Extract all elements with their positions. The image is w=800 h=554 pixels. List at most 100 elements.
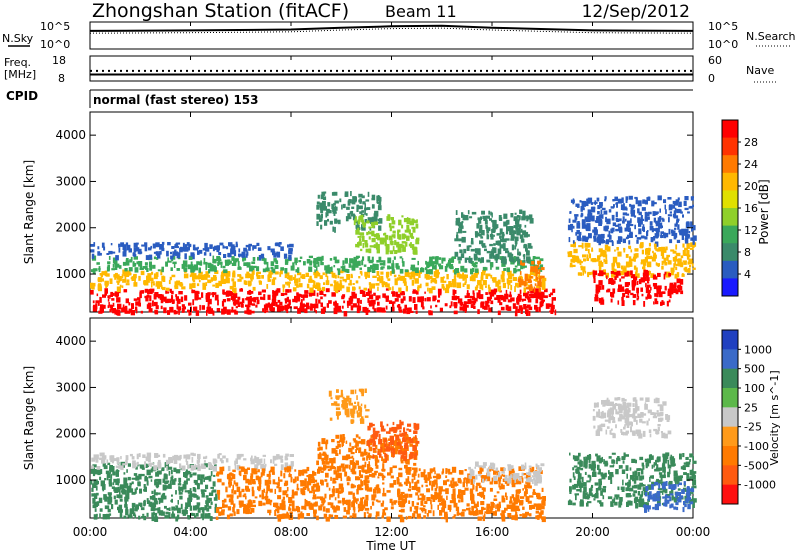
power-cell <box>114 310 118 315</box>
power-cell <box>532 256 536 259</box>
power-cell <box>237 274 242 277</box>
velocity-cell <box>406 428 409 431</box>
power-cell <box>388 300 393 304</box>
velocity-cell <box>607 476 613 480</box>
velocity-cell <box>576 489 581 492</box>
power-cell <box>118 276 122 282</box>
power-cell <box>598 280 603 286</box>
power-cell <box>587 213 592 218</box>
velocity-cell <box>360 497 363 503</box>
velocity-cell <box>381 475 386 478</box>
velocity-cell <box>596 456 600 462</box>
velocity-cell <box>513 475 517 480</box>
power-cell <box>103 246 106 251</box>
power-cell <box>673 215 679 219</box>
power-cell <box>616 247 619 251</box>
velocity-cell <box>387 472 391 476</box>
velocity-cell <box>396 443 401 450</box>
velocity-cell <box>136 453 139 460</box>
velocity-cell <box>118 509 123 513</box>
power-cell <box>133 256 138 260</box>
power-cell <box>392 286 394 291</box>
velocity-cell <box>301 490 306 496</box>
power-cell <box>676 258 680 262</box>
velocity-cell <box>299 513 305 519</box>
power-cell <box>327 202 331 207</box>
colorbar-swatch <box>722 155 738 174</box>
power-cell <box>408 272 413 275</box>
velocity-cell <box>177 507 181 514</box>
velocity-cell <box>92 464 97 468</box>
power-cell <box>490 264 492 270</box>
velocity-cell <box>525 511 529 516</box>
power-cell <box>520 264 524 270</box>
velocity-cell <box>421 508 424 513</box>
power-cell <box>492 255 496 259</box>
velocity-cell <box>360 474 364 479</box>
power-cell <box>176 298 181 304</box>
power-cell <box>615 224 620 227</box>
velocity-cell <box>286 511 289 517</box>
power-cell <box>581 242 584 249</box>
velocity-cell <box>492 463 496 467</box>
power-cell <box>247 304 250 310</box>
power-cell <box>519 271 522 275</box>
velocity-cell <box>397 500 403 504</box>
velocity-cell <box>649 454 652 461</box>
velocity-cell <box>673 470 678 477</box>
station-title: Zhongshan Station (fitACF) <box>92 0 349 22</box>
power-cell <box>363 264 367 267</box>
velocity-cell <box>304 485 309 489</box>
power-cell <box>301 274 306 279</box>
power-cell <box>163 296 167 302</box>
velocity-cell <box>478 473 482 477</box>
power-cell <box>491 228 496 233</box>
velocity-cell <box>124 496 129 502</box>
power-cell <box>269 270 274 275</box>
power-cell <box>491 220 494 223</box>
power-cell <box>320 296 323 300</box>
power-cell <box>608 235 612 240</box>
power-cell <box>333 202 336 206</box>
power-cell <box>440 276 444 283</box>
colorbar-tick-label: 16 <box>744 202 758 215</box>
power-cell <box>404 269 409 273</box>
power-cell <box>538 269 541 274</box>
power-cell <box>227 291 232 297</box>
velocity-cell <box>682 465 686 470</box>
power-cell <box>229 285 234 290</box>
velocity-cell <box>342 515 347 519</box>
power-cell <box>211 265 215 272</box>
power-cell <box>229 260 232 264</box>
power-cell <box>233 299 237 303</box>
power-cell <box>640 215 643 221</box>
velocity-cell <box>192 487 196 492</box>
velocity-cell <box>335 411 340 416</box>
power-cell <box>439 293 442 296</box>
power-cell <box>459 249 463 254</box>
power-cell <box>93 282 96 287</box>
velocity-cell <box>541 487 544 492</box>
velocity-cell <box>268 484 270 488</box>
velocity-cell <box>352 514 355 518</box>
power-cell <box>149 277 154 282</box>
velocity-cell <box>300 488 305 493</box>
velocity-cell <box>120 506 122 512</box>
velocity-cell <box>475 485 478 492</box>
velocity-cell <box>423 505 426 508</box>
velocity-cell <box>131 456 135 460</box>
velocity-cell <box>500 467 505 472</box>
power-cell <box>161 241 165 245</box>
velocity-cell <box>167 461 171 465</box>
velocity-cell <box>129 485 132 492</box>
velocity-cell <box>457 506 460 512</box>
velocity-cell <box>179 492 183 495</box>
power-cell <box>482 306 485 310</box>
power-cell <box>286 277 289 280</box>
power-cell <box>476 232 480 237</box>
velocity-cell <box>119 512 123 519</box>
power-cell <box>661 265 664 270</box>
power-cell <box>612 288 616 294</box>
power-cell <box>129 259 132 263</box>
power-cell <box>661 256 665 259</box>
